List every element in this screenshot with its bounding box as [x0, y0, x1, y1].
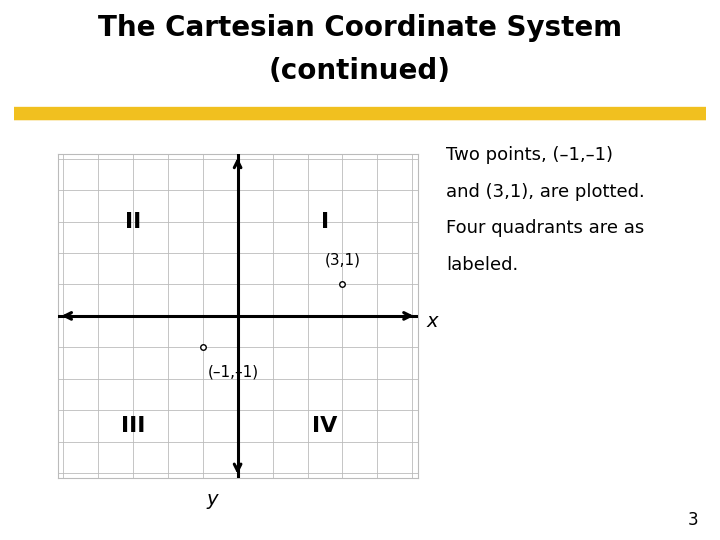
Text: I: I [321, 212, 329, 232]
Text: (continued): (continued) [269, 57, 451, 85]
Text: III: III [120, 416, 145, 436]
Text: labeled.: labeled. [446, 256, 518, 274]
Text: x: x [427, 312, 438, 332]
Text: (3,1): (3,1) [325, 252, 361, 267]
Text: The Cartesian Coordinate System: The Cartesian Coordinate System [98, 14, 622, 42]
FancyBboxPatch shape [1, 107, 719, 120]
Text: 3: 3 [688, 511, 698, 529]
Text: Two points, (–1,–1): Two points, (–1,–1) [446, 146, 613, 164]
Text: Four quadrants are as: Four quadrants are as [446, 219, 644, 237]
Text: and (3,1), are plotted.: and (3,1), are plotted. [446, 183, 645, 200]
Text: II: II [125, 212, 141, 232]
Text: y: y [207, 490, 218, 509]
Text: IV: IV [312, 416, 338, 436]
Text: (–1,–1): (–1,–1) [208, 364, 259, 380]
